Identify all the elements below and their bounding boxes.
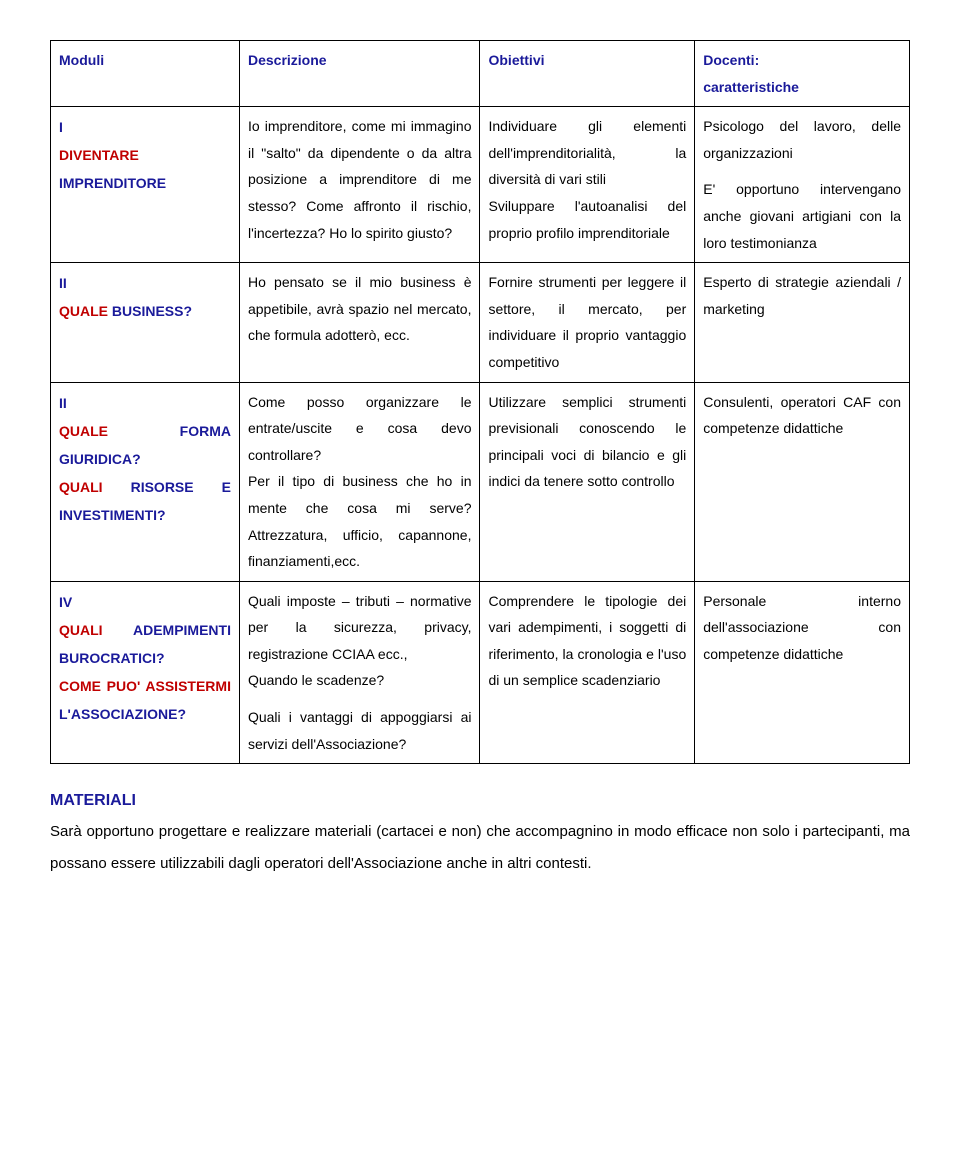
spacer [703, 166, 901, 176]
obj-cell: Comprendere le tipologie dei vari adempi… [480, 581, 695, 764]
obj-cell: Utilizzare semplici strumenti previsiona… [480, 382, 695, 581]
module-blue: BUSINESS? [112, 303, 192, 319]
table-header-row: Moduli Descrizione Obiettivi Docenti: ca… [51, 41, 910, 107]
materiali-body: Sarà opportuno progettare e realizzare m… [50, 816, 910, 879]
module-red: DIVENTARE [59, 147, 139, 163]
table-row: I DIVENTARE IMPRENDITORE Io imprenditore… [51, 107, 910, 263]
module-num: II [59, 269, 231, 297]
module-cell: IV QUALI ADEMPIMENTI BUROCRATICI? COME P… [51, 581, 240, 764]
header-moduli: Moduli [51, 41, 240, 107]
module-cell: II QUALE BUSINESS? [51, 263, 240, 382]
module-red: QUALI [59, 622, 103, 638]
desc-a: Come posso organizzare le entrate/uscite… [248, 389, 472, 469]
spacer [248, 694, 472, 704]
doc-cell: Psicologo del lavoro, delle organizzazio… [695, 107, 910, 263]
module-red: COME PUO' ASSISTERMI [59, 678, 231, 694]
obj-cell: Fornire strumenti per leggere il settore… [480, 263, 695, 382]
obj-a: Individuare gli elementi dell'imprendito… [488, 113, 686, 193]
doc-cell: Consulenti, operatori CAF con competenze… [695, 382, 910, 581]
desc-cell: Come posso organizzare le entrate/uscite… [239, 382, 480, 581]
header-descrizione: Descrizione [239, 41, 480, 107]
doc-b: E' opportuno intervengano anche giovani … [703, 176, 901, 256]
course-table: Moduli Descrizione Obiettivi Docenti: ca… [50, 40, 910, 764]
table-row: II QUALE FORMA GIURIDICA? QUALI RISORSE … [51, 382, 910, 581]
table-row: II QUALE BUSINESS? Ho pensato se il mio … [51, 263, 910, 382]
module-line-1: QUALE FORMA GIURIDICA? [59, 417, 231, 473]
desc-a: Quali imposte – tributi – normative per … [248, 588, 472, 668]
module-red: QUALE [59, 303, 108, 319]
module-num: II [59, 389, 231, 417]
header-docenti-b: caratteristiche [703, 74, 901, 101]
module-line-2: COME PUO' ASSISTERMI L'ASSOCIAZIONE? [59, 672, 231, 728]
module-blue: L'ASSOCIAZIONE? [59, 706, 186, 722]
doc-cell: Esperto di strategie aziendali / marketi… [695, 263, 910, 382]
module-num: I [59, 113, 231, 141]
desc-b: Quando le scadenze? [248, 667, 472, 694]
doc-cell: Personale interno dell'associazione con … [695, 581, 910, 764]
module-cell: I DIVENTARE IMPRENDITORE [51, 107, 240, 263]
doc-a: Psicologo del lavoro, delle organizzazio… [703, 113, 901, 166]
module-num: IV [59, 588, 231, 616]
table-row: IV QUALI ADEMPIMENTI BUROCRATICI? COME P… [51, 581, 910, 764]
module-red: QUALI [59, 479, 103, 495]
desc-b: Per il tipo di business che ho in mente … [248, 468, 472, 574]
module-cell: II QUALE FORMA GIURIDICA? QUALI RISORSE … [51, 382, 240, 581]
header-docenti-a: Docenti: [703, 47, 901, 74]
header-obiettivi: Obiettivi [480, 41, 695, 107]
desc-c: Quali i vantaggi di appoggiarsi ai servi… [248, 704, 472, 757]
obj-b: Sviluppare l'autoanalisi del proprio pro… [488, 193, 686, 246]
module-line-1: QUALI ADEMPIMENTI BUROCRATICI? [59, 616, 231, 672]
module-blue: IMPRENDITORE [59, 175, 166, 191]
obj-cell: Individuare gli elementi dell'imprendito… [480, 107, 695, 263]
desc-cell: Io imprenditore, come mi immagino il "sa… [239, 107, 480, 263]
module-red: QUALE [59, 423, 108, 439]
desc-cell: Ho pensato se il mio business è appetibi… [239, 263, 480, 382]
desc-cell: Quali imposte – tributi – normative per … [239, 581, 480, 764]
header-docenti: Docenti: caratteristiche [695, 41, 910, 107]
module-line-2: QUALI RISORSE E INVESTIMENTI? [59, 473, 231, 529]
materiali-title: MATERIALI [50, 792, 910, 810]
